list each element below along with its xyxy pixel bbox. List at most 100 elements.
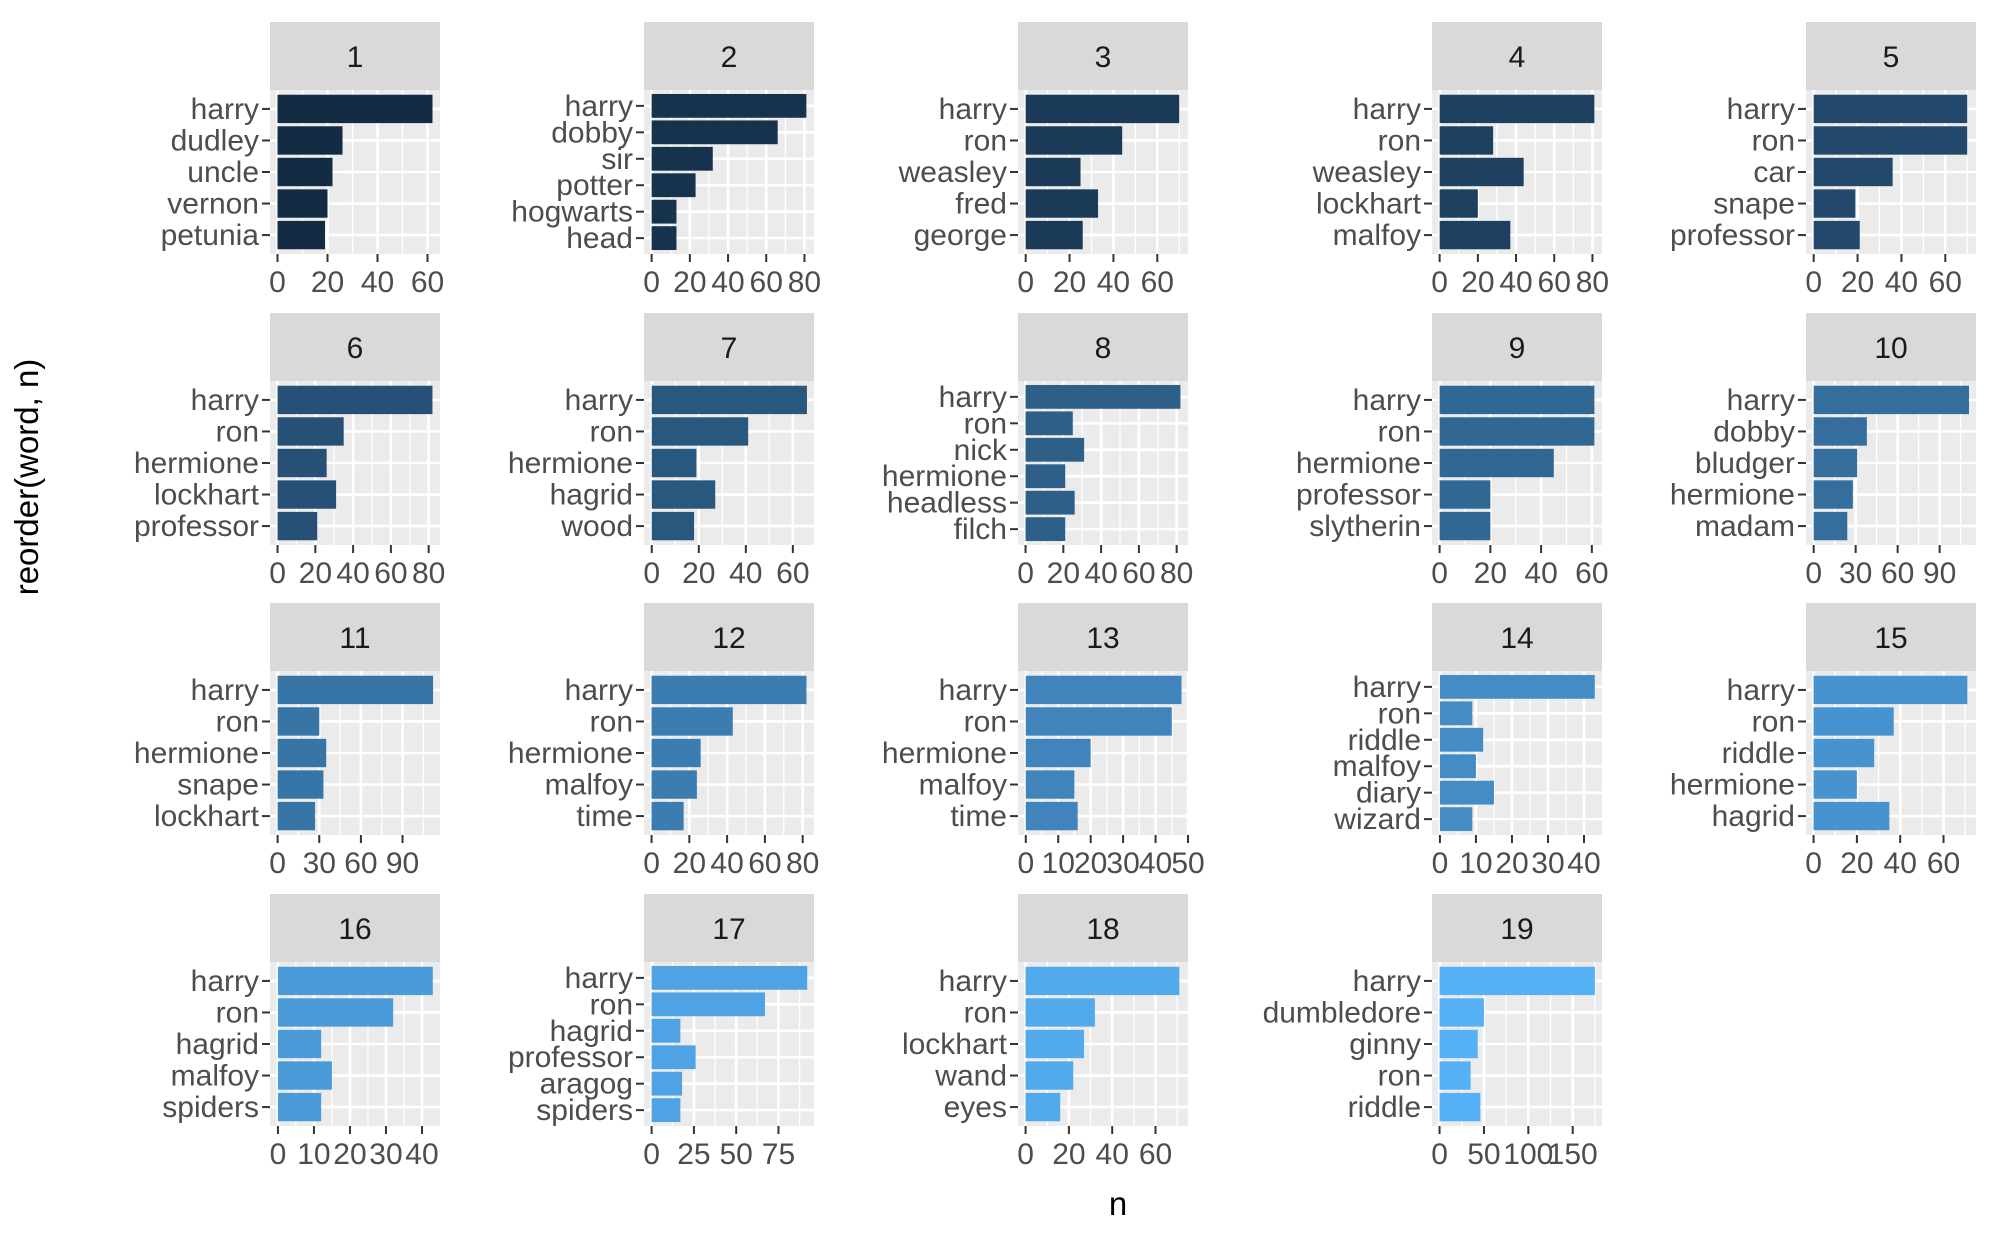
bar-hermione	[277, 448, 327, 478]
y-tick-label: professor	[134, 510, 259, 543]
x-axis-title: n	[1109, 1185, 1127, 1222]
y-axis-title: reorder(word, n)	[8, 359, 45, 596]
bar-dumbledore	[1439, 998, 1484, 1027]
y-tick-label: hermione	[1296, 447, 1421, 480]
x-tick-label: 80	[1576, 266, 1609, 299]
bar-spiders	[277, 1092, 322, 1122]
y-tick-label: ron	[1752, 705, 1795, 738]
y-tick-label: harry	[939, 674, 1007, 707]
facet-strip-label: 8	[1095, 332, 1112, 365]
x-tick-label: 20	[1474, 557, 1507, 590]
y-tick-label: vernon	[167, 188, 259, 221]
bar-george	[1025, 220, 1083, 250]
bar-harry	[277, 385, 433, 415]
bar-vernon	[277, 189, 328, 218]
bar-harry	[651, 965, 808, 990]
facet-strip	[1432, 22, 1602, 90]
x-tick-label: 50	[720, 1138, 753, 1171]
bar-hagrid	[651, 1018, 681, 1043]
x-tick-label: 40	[710, 847, 743, 880]
facet-strip	[1432, 313, 1602, 381]
y-tick-label: harry	[191, 674, 259, 707]
y-tick-label: malfoy	[545, 769, 633, 802]
x-tick-label: 20	[1052, 1138, 1085, 1171]
y-tick-label: hermione	[882, 737, 1007, 770]
facet-strip	[644, 603, 814, 671]
bar-hermione	[1439, 448, 1554, 478]
x-tick-label: 60	[1929, 266, 1962, 299]
facet-strip-label: 14	[1500, 622, 1533, 655]
y-tick-label: ron	[1378, 415, 1421, 448]
x-tick-label: 40	[405, 1138, 438, 1171]
y-tick-label: harry	[1353, 384, 1421, 417]
y-tick-label: potter	[556, 169, 633, 202]
x-tick-label: 20	[1495, 847, 1528, 880]
y-tick-label: slytherin	[1309, 510, 1421, 543]
y-tick-label: spiders	[162, 1091, 259, 1124]
facet-strip-label: 15	[1874, 622, 1907, 655]
y-tick-label: professor	[1670, 219, 1795, 252]
bar-ron	[1813, 126, 1968, 155]
facet-strip	[270, 894, 440, 962]
x-tick-label: 50	[1171, 847, 1204, 880]
y-tick-label: lockhart	[154, 479, 260, 512]
x-tick-label: 40	[1084, 557, 1117, 590]
facet-strip	[1018, 894, 1188, 962]
facet-strip	[1018, 603, 1188, 671]
facet-strip-label: 10	[1874, 332, 1907, 365]
bar-diary	[1439, 780, 1494, 805]
y-tick-label: ron	[590, 705, 633, 738]
facet-strip	[1018, 313, 1188, 381]
y-tick-label: ron	[216, 415, 259, 448]
x-tick-label: 40	[711, 266, 744, 299]
x-tick-label: 10	[1042, 847, 1075, 880]
bar-ron	[1025, 411, 1073, 436]
y-tick-label: harry	[565, 962, 633, 995]
bar-bludger	[1813, 448, 1858, 478]
x-tick-label: 60	[1141, 266, 1174, 299]
y-tick-label: hermione	[134, 737, 259, 770]
y-tick-label: wand	[934, 1060, 1007, 1093]
y-tick-label: wood	[560, 510, 633, 543]
y-tick-label: dobby	[551, 116, 633, 149]
y-tick-label: ron	[1378, 697, 1421, 730]
y-tick-label: nick	[954, 434, 1008, 467]
y-tick-label: harry	[1727, 384, 1795, 417]
x-tick-label: 20	[311, 266, 344, 299]
y-tick-label: harry	[1727, 674, 1795, 707]
x-tick-label: 0	[269, 266, 286, 299]
bar-hagrid	[277, 1029, 322, 1059]
y-tick-label: hermione	[508, 447, 633, 480]
bar-wizard	[1439, 807, 1473, 832]
bar-dobby	[1813, 417, 1867, 446]
y-tick-label: ron	[964, 996, 1007, 1029]
bar-lockhart	[1439, 189, 1478, 218]
x-tick-label: 10	[297, 1138, 330, 1171]
y-tick-label: hogwarts	[511, 196, 633, 229]
bar-ginny	[1439, 1029, 1478, 1059]
bar-professor	[651, 1045, 696, 1070]
bar-professor	[1439, 480, 1491, 509]
bar-headless	[1025, 490, 1075, 515]
bar-ron	[277, 707, 320, 736]
y-tick-label: lockhart	[1316, 188, 1422, 221]
facet-strip	[1806, 603, 1976, 671]
facet-strip	[1018, 22, 1188, 90]
facet-strip	[1432, 603, 1602, 671]
bar-harry	[1439, 674, 1595, 699]
y-tick-label: harry	[1353, 965, 1421, 998]
x-tick-label: 0	[1805, 557, 1822, 590]
x-tick-label: 60	[411, 266, 444, 299]
y-tick-label: hermione	[134, 447, 259, 480]
facet-strip	[644, 313, 814, 381]
y-tick-label: riddle	[1348, 1091, 1421, 1124]
x-tick-label: 0	[643, 557, 660, 590]
